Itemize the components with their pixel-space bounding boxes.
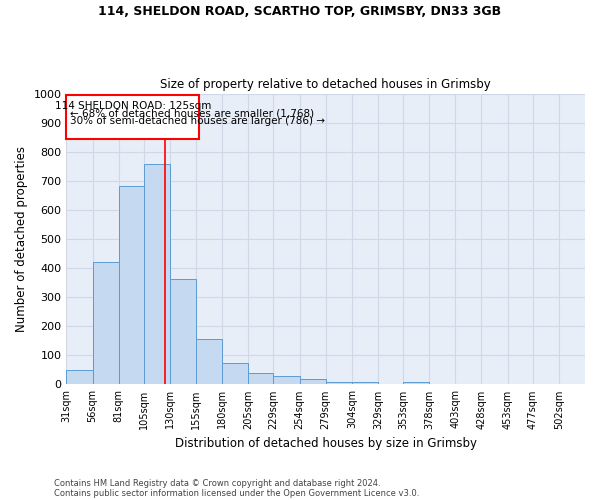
Bar <box>326 382 352 384</box>
Bar <box>67 370 92 384</box>
Title: Size of property relative to detached houses in Grimsby: Size of property relative to detached ho… <box>160 78 491 91</box>
Text: ← 68% of detached houses are smaller (1,768): ← 68% of detached houses are smaller (1,… <box>70 108 314 118</box>
Bar <box>170 279 196 384</box>
Text: 30% of semi-detached houses are larger (786) →: 30% of semi-detached houses are larger (… <box>70 116 325 126</box>
Y-axis label: Number of detached properties: Number of detached properties <box>15 146 28 332</box>
Text: Contains public sector information licensed under the Open Government Licence v3: Contains public sector information licen… <box>54 488 419 498</box>
Bar <box>352 382 378 384</box>
Text: Contains HM Land Registry data © Crown copyright and database right 2024.: Contains HM Land Registry data © Crown c… <box>54 478 380 488</box>
Bar <box>67 95 199 138</box>
Bar <box>222 362 248 384</box>
Text: 114, SHELDON ROAD, SCARTHO TOP, GRIMSBY, DN33 3GB: 114, SHELDON ROAD, SCARTHO TOP, GRIMSBY,… <box>98 5 502 18</box>
Bar <box>403 382 429 384</box>
Bar <box>92 262 119 384</box>
Bar <box>248 373 274 384</box>
Bar <box>299 379 326 384</box>
Bar <box>274 376 299 384</box>
Bar <box>144 164 170 384</box>
X-axis label: Distribution of detached houses by size in Grimsby: Distribution of detached houses by size … <box>175 437 477 450</box>
Text: 114 SHELDON ROAD: 125sqm: 114 SHELDON ROAD: 125sqm <box>55 101 211 111</box>
Bar <box>196 340 222 384</box>
Bar <box>119 186 144 384</box>
